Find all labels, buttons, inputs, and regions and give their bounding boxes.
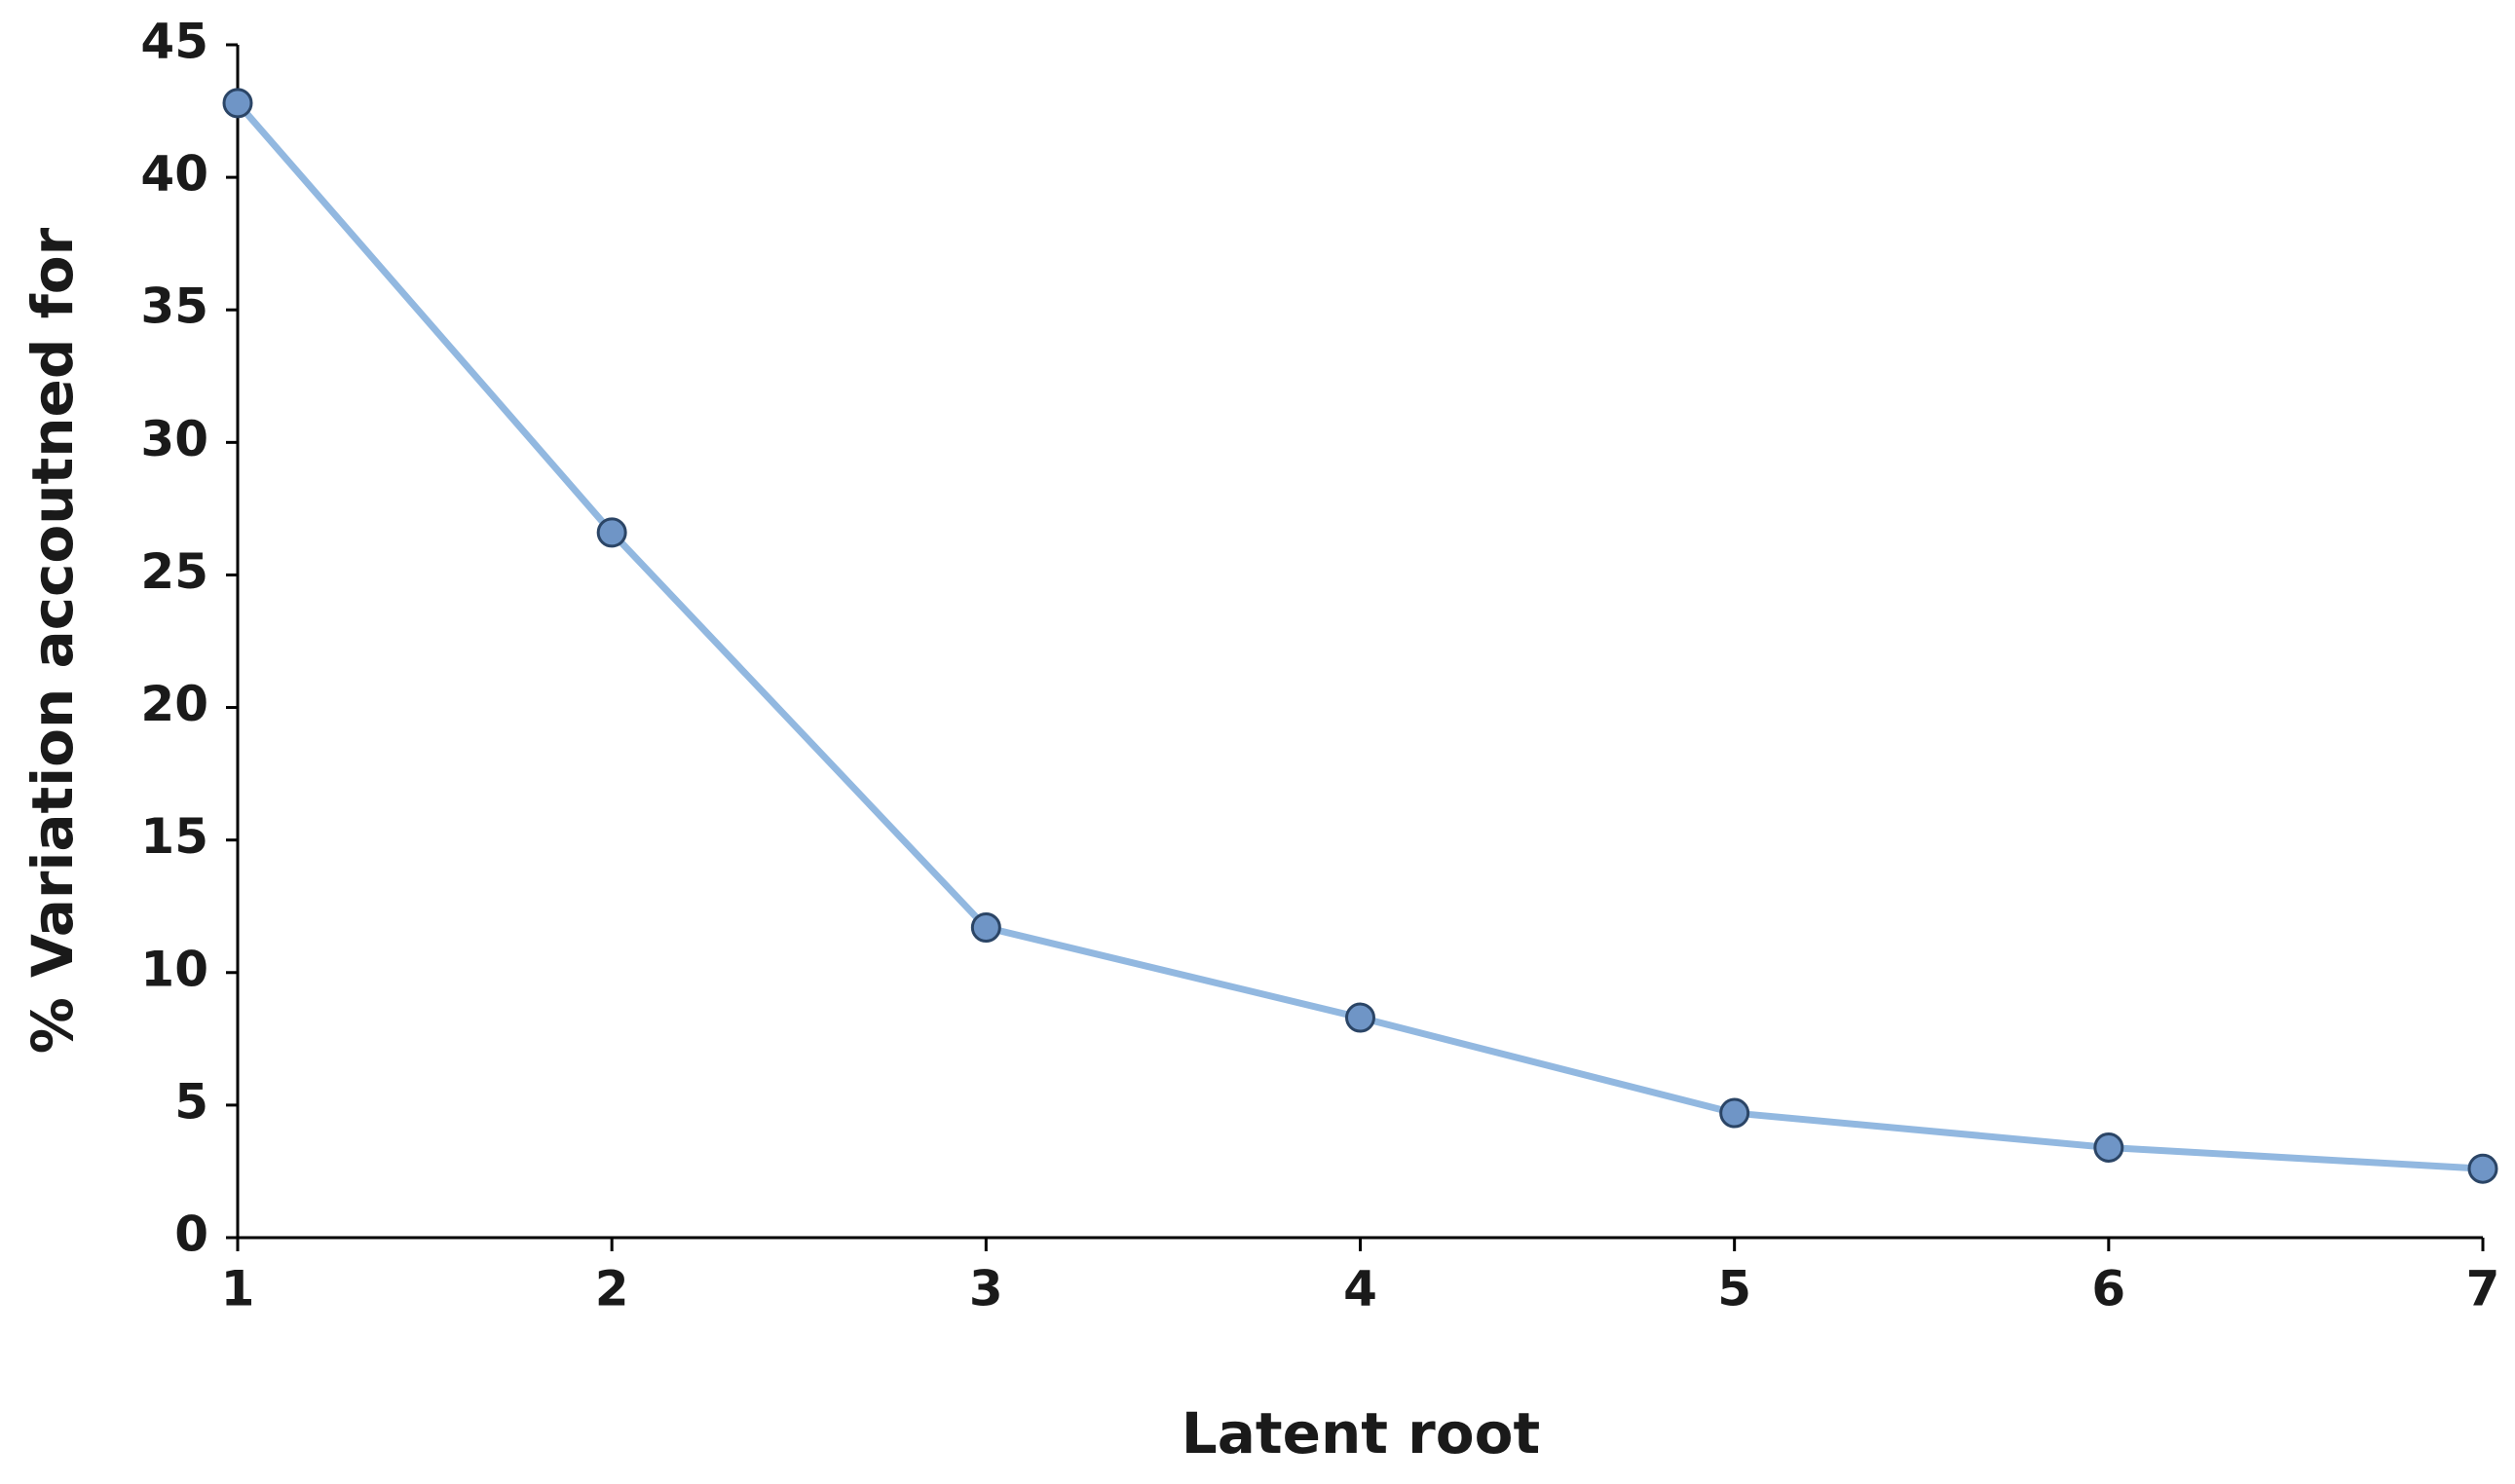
- x-tick-label: 4: [1343, 1261, 1377, 1317]
- data-point: [2093, 1132, 2124, 1163]
- data-point: [2467, 1153, 2498, 1184]
- y-tick-label: 40: [140, 146, 208, 203]
- x-axis-title: Latent root: [1182, 1400, 1540, 1466]
- y-tick-label: 20: [140, 676, 208, 732]
- data-point: [222, 88, 253, 119]
- x-tick-label: 7: [2466, 1261, 2500, 1317]
- y-tick-label: 35: [140, 278, 208, 335]
- y-tick-label: 45: [140, 14, 208, 70]
- x-tick-label: 6: [2091, 1261, 2125, 1317]
- y-tick-label: 15: [140, 808, 208, 865]
- x-tick-label: 1: [221, 1261, 255, 1317]
- x-tick-label: 3: [969, 1261, 1003, 1317]
- data-point: [1345, 1002, 1375, 1033]
- y-tick-label: 30: [140, 411, 208, 467]
- x-tick-label: 2: [595, 1261, 629, 1317]
- data-point: [970, 912, 1001, 943]
- data-point: [1719, 1097, 1750, 1129]
- y-tick-label: 5: [174, 1073, 208, 1130]
- y-axis-title: % Variation accoutned for: [19, 227, 86, 1054]
- data-point: [596, 517, 627, 548]
- y-tick-label: 25: [140, 543, 208, 600]
- y-tick-label: 0: [174, 1206, 208, 1263]
- x-tick-label: 5: [1717, 1261, 1751, 1317]
- y-tick-label: 10: [140, 941, 208, 997]
